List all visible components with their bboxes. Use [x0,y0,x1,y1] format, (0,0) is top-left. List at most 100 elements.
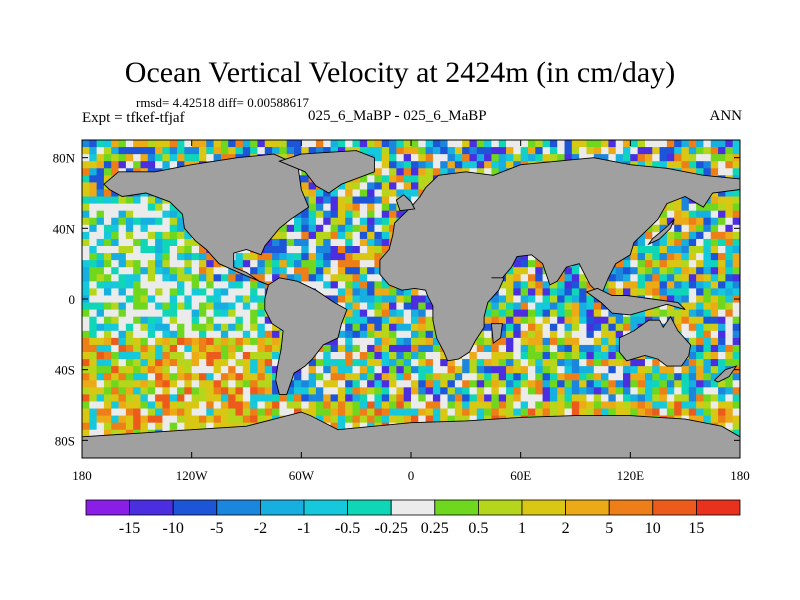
ocean-cell [206,147,214,155]
ocean-cell [418,337,427,346]
ocean-cell [323,217,331,226]
ocean-cell [425,154,434,162]
ocean-cell [147,415,156,424]
ocean-cell [718,196,726,204]
ocean-cell [681,359,690,367]
ocean-cell [315,373,324,381]
ocean-cell [220,309,229,318]
ocean-cell [96,387,105,395]
ocean-cell [469,359,478,367]
ocean-cell [330,224,339,233]
ocean-cell [696,330,704,339]
ocean-cell [513,281,522,289]
ocean-cell [367,260,375,268]
ocean-cell [169,253,178,261]
ocean-cell [696,260,704,268]
ocean-cell [630,260,639,268]
ocean-cell [506,366,514,374]
ocean-cell [710,373,719,381]
ocean-cell [674,309,682,318]
ocean-cell [403,394,412,402]
ocean-cell [315,401,324,409]
ocean-cell [323,380,331,388]
ocean-cell [337,238,346,247]
ocean-cell [272,394,280,402]
ocean-cell [323,267,331,275]
ocean-cell [359,359,368,367]
ocean-cell [615,267,624,275]
ocean-cell [549,302,558,310]
ocean-cell [498,373,507,381]
ocean-cell [103,387,112,395]
ocean-cell [564,309,573,318]
ocean-cell [418,408,427,416]
ocean-cell [235,253,244,261]
ocean-cell [177,161,185,169]
ocean-cell [403,302,412,310]
ocean-cell [586,394,595,402]
ocean-cell [381,316,390,325]
ocean-cell [177,387,185,395]
ocean-cell [367,344,375,353]
ocean-cell [725,323,734,332]
ocean-cell [389,359,397,367]
ocean-cell [586,380,595,388]
ocean-cell [681,246,690,254]
ocean-cell [155,217,163,226]
ocean-cell [688,168,697,176]
ocean-cell [308,401,317,409]
ocean-cell [118,295,127,303]
ocean-cell [103,224,112,233]
ocean-cell [564,323,573,332]
ocean-cell [484,161,492,169]
ocean-cell [315,394,324,402]
ocean-cell [527,394,536,402]
ocean-cell [191,246,200,254]
ocean-cell [359,260,368,268]
ocean-cell [191,373,200,381]
ocean-cell [264,408,273,416]
ocean-cell [155,253,163,261]
ocean-cell [542,408,551,416]
ocean-cell [125,203,134,212]
ocean-cell [103,154,112,162]
ocean-cell [352,281,361,289]
ocean-cell [162,344,171,353]
ocean-cell [564,380,573,388]
ocean-cell [82,147,90,155]
ocean-cell [367,267,375,275]
ocean-cell [718,161,726,169]
ocean-cell [652,288,660,296]
ocean-cell [155,316,163,325]
ocean-cell [352,344,361,353]
ocean-cell [542,274,551,282]
ocean-cell [286,224,295,233]
ocean-cell [155,196,163,204]
ocean-cell [564,316,573,325]
ocean-cell [571,323,580,332]
ocean-cell [272,147,280,155]
ocean-cell [359,408,368,416]
ocean-cell [198,359,207,367]
ocean-cell [111,260,119,268]
ocean-cell [506,274,514,282]
ocean-cell [177,408,185,416]
ocean-cell [411,302,419,310]
ocean-cell [228,422,236,431]
ocean-cell [608,352,617,360]
ocean-cell [389,394,397,402]
ocean-cell [696,380,704,388]
ocean-cell [557,288,565,296]
ocean-cell [272,323,280,332]
ocean-cell [586,323,595,332]
ocean-cell [82,401,90,409]
ocean-cell [147,238,156,247]
ocean-cell [147,281,156,289]
ocean-cell [579,408,587,416]
ocean-cell [542,380,551,388]
ocean-cell [725,140,734,148]
ocean-cell [710,281,719,289]
ocean-cell [535,140,543,148]
ocean-cell [345,189,353,197]
ocean-cell [198,408,207,416]
